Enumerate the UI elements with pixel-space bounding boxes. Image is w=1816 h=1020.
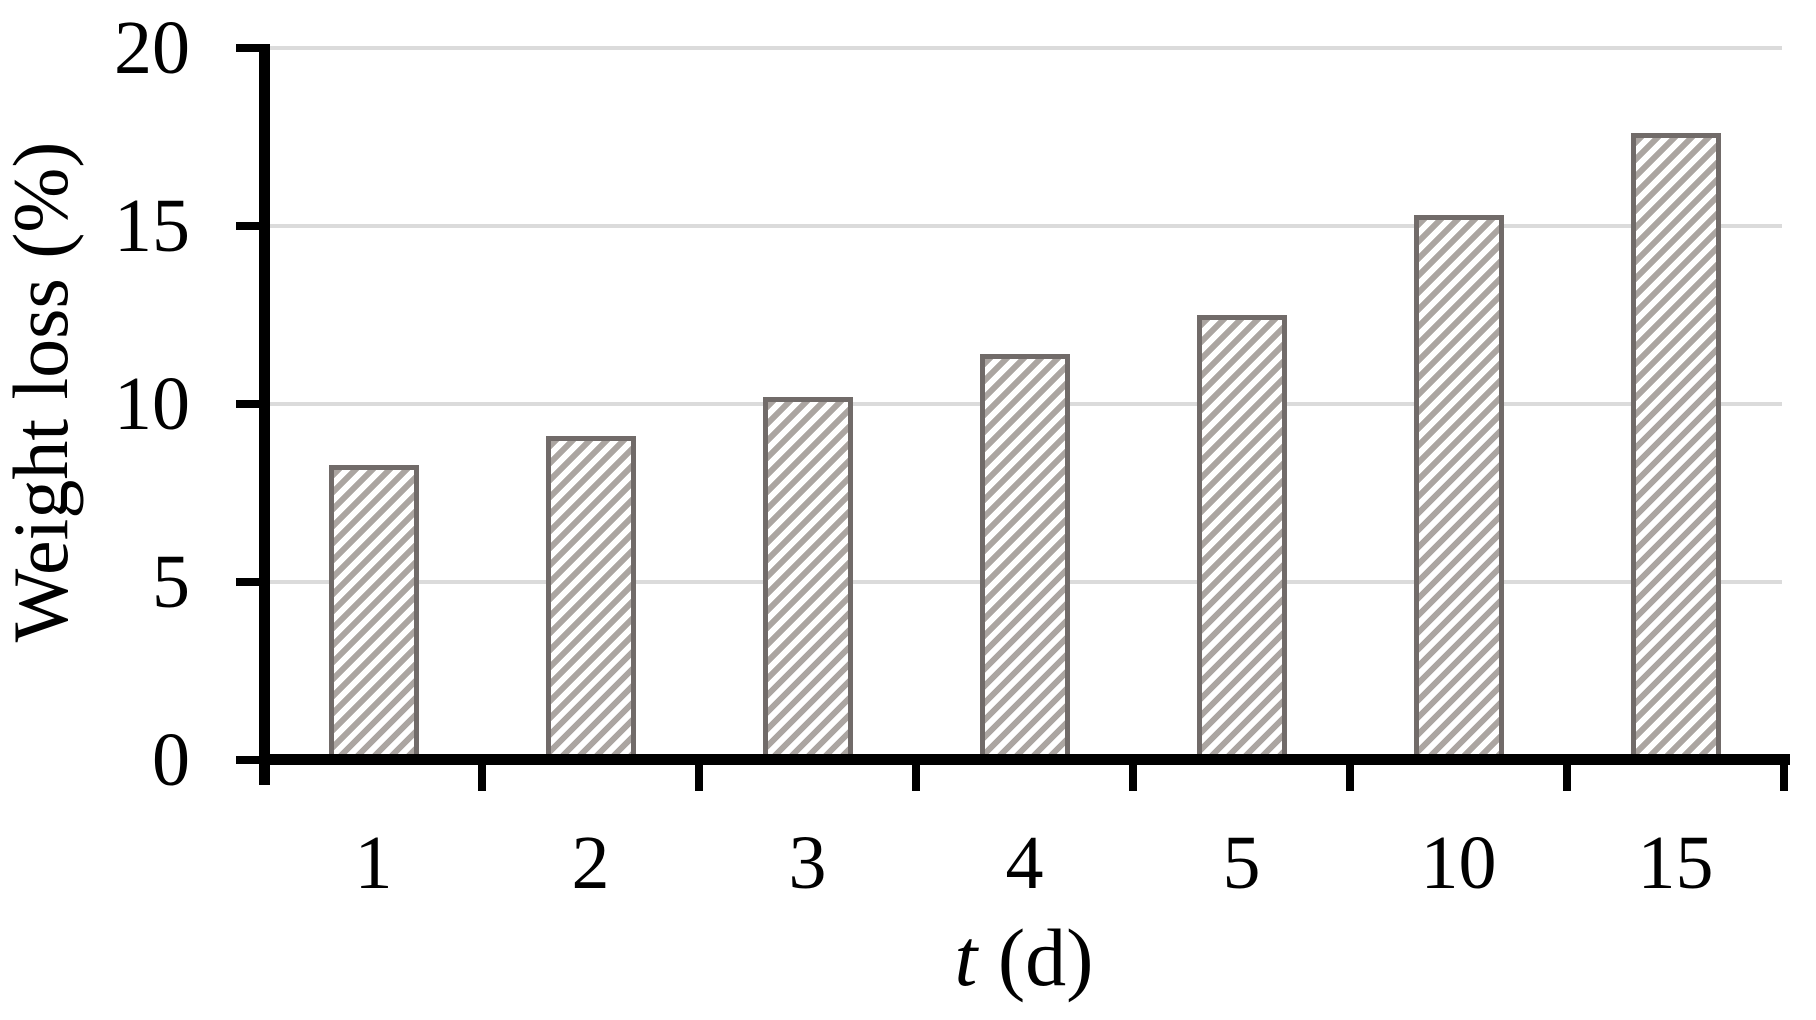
- y-tick-10: [236, 400, 266, 408]
- gridline-15: [265, 224, 1782, 228]
- y-tick-label-15: 15: [114, 184, 190, 268]
- x-tick-end: [1780, 761, 1788, 791]
- y-tick-20: [236, 44, 266, 52]
- y-tick-label-0: 0: [152, 718, 190, 802]
- x-tick-2: [695, 761, 703, 791]
- x-tick-5: [1346, 761, 1354, 791]
- x-tick-4: [1129, 761, 1137, 791]
- y-tick-0: [236, 756, 266, 764]
- gridline-20: [265, 46, 1782, 50]
- y-tick-label-20: 20: [114, 6, 190, 90]
- x-axis-title-unit: (d): [977, 912, 1094, 1003]
- bar-day-15: [1630, 133, 1721, 760]
- x-tick-label-2: 2: [571, 821, 610, 905]
- x-tick-label-10: 10: [1420, 821, 1497, 905]
- x-tick-1: [478, 761, 486, 791]
- x-tick-3: [912, 761, 920, 791]
- x-tick-6: [1563, 761, 1571, 791]
- y-axis-line: [259, 44, 270, 785]
- x-tick-label-15: 15: [1637, 821, 1714, 905]
- bar-day-3: [762, 397, 853, 760]
- bar-day-5: [1196, 315, 1287, 760]
- bar-day-10: [1413, 215, 1504, 760]
- x-tick-label-1: 1: [354, 821, 393, 905]
- x-tick-label-5: 5: [1222, 821, 1261, 905]
- bar-day-4: [979, 354, 1070, 760]
- x-tick-label-4: 4: [1005, 821, 1044, 905]
- bar-day-1: [328, 465, 419, 760]
- y-tick-label-5: 5: [152, 540, 190, 624]
- plot-area: [265, 46, 1784, 760]
- x-axis-title: t (d): [774, 912, 1274, 1004]
- bar-day-2: [545, 436, 636, 760]
- x-tick-label-3: 3: [788, 821, 827, 905]
- y-tick-label-10: 10: [114, 362, 190, 446]
- y-tick-15: [236, 222, 266, 230]
- x-axis-title-variable: t: [954, 912, 978, 1003]
- y-tick-5: [236, 578, 266, 586]
- x-axis-line: [259, 754, 1790, 765]
